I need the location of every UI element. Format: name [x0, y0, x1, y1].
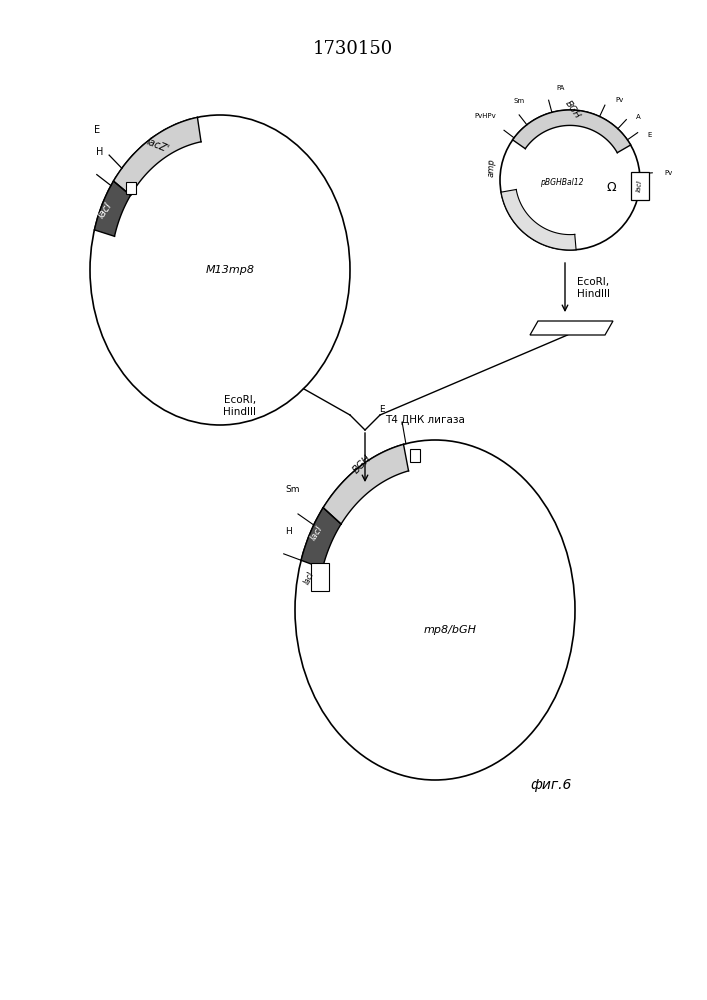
Text: E: E: [648, 132, 652, 138]
Text: 1730150: 1730150: [313, 40, 393, 58]
Text: lacI: lacI: [96, 201, 114, 220]
Text: EcoRI,
HindIII: EcoRI, HindIII: [223, 395, 257, 417]
Text: lacI: lacI: [636, 180, 643, 192]
Text: BGH: BGH: [563, 99, 582, 120]
Text: T4 ДНК лигаза: T4 ДНК лигаза: [385, 415, 465, 425]
Bar: [631, 172, 649, 200]
Text: Pv: Pv: [665, 170, 672, 176]
Text: lacZ': lacZ': [145, 136, 170, 154]
Text: Ω: Ω: [607, 181, 617, 194]
Text: EcoRI,
HindIII: EcoRI, HindIII: [577, 277, 610, 299]
Bar: [126, 182, 136, 194]
Text: A: A: [636, 114, 641, 120]
Polygon shape: [501, 189, 576, 250]
Text: lacI: lacI: [302, 570, 316, 585]
Text: H: H: [96, 147, 103, 157]
Bar: [311, 563, 329, 591]
Text: H: H: [286, 527, 292, 536]
Text: PvHPv: PvHPv: [474, 113, 496, 119]
Text: PA: PA: [556, 85, 565, 91]
Text: E: E: [94, 125, 100, 135]
Text: amp: amp: [487, 158, 496, 177]
Text: lacI: lacI: [308, 524, 325, 542]
Text: mp8/bGH: mp8/bGH: [423, 625, 477, 635]
Text: фиг.6: фиг.6: [530, 778, 571, 792]
Text: Sm: Sm: [513, 98, 525, 104]
Polygon shape: [114, 117, 201, 195]
Polygon shape: [530, 321, 613, 335]
Text: Pv: Pv: [615, 97, 623, 103]
Text: Sm: Sm: [286, 485, 300, 494]
Text: M13mp8: M13mp8: [206, 265, 255, 275]
Text: pBGHBal12: pBGHBal12: [540, 178, 584, 187]
Bar: [409, 449, 419, 462]
Text: E: E: [379, 405, 385, 414]
Polygon shape: [301, 508, 341, 568]
Polygon shape: [95, 181, 131, 236]
Polygon shape: [513, 110, 631, 153]
Polygon shape: [323, 444, 409, 524]
Text: BGH: BGH: [351, 453, 374, 476]
